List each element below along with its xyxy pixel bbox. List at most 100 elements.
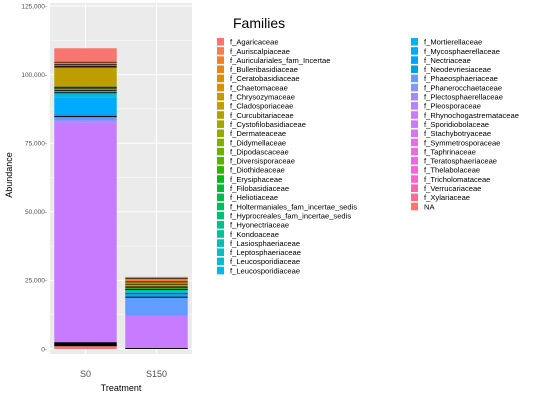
bar-segment — [125, 315, 188, 348]
bar-segment — [125, 278, 188, 280]
legend: f_Agaricaceaef_Auriscalpiaceaef_Auricula… — [217, 38, 519, 275]
legend-label: f_Tricholomataceae — [424, 175, 490, 184]
bar-segment — [125, 286, 188, 288]
bar-segment — [54, 90, 117, 93]
legend-swatch — [411, 138, 418, 147]
legend-label: f_Leucosporidiaceae — [230, 266, 300, 275]
legend-swatch — [411, 175, 418, 183]
legend-label: f_Mycosphaerellaceae — [424, 47, 500, 56]
legend-label: f_Neodevriesiaceae — [424, 65, 491, 74]
legend-label: f_Lasiosphaeriaceae — [230, 239, 300, 248]
legend-swatch — [411, 129, 418, 138]
legend-swatch — [217, 138, 224, 147]
legend-swatch — [217, 184, 224, 192]
y-tick-label: 50,000- — [25, 209, 47, 216]
legend-swatch — [217, 211, 224, 220]
bar-segment — [125, 288, 188, 291]
bar-segment — [54, 346, 117, 349]
legend-swatch — [411, 38, 418, 46]
legend-label: f_Xylariaceae — [424, 193, 470, 202]
legend-swatch — [217, 166, 224, 174]
legend-label: f_Leucosporidiaceae — [230, 257, 300, 266]
bar-segment — [125, 282, 188, 284]
legend-swatch — [217, 92, 224, 101]
legend-label: f_Erysiphaceae — [230, 175, 282, 184]
legend-swatch — [217, 230, 224, 238]
bar-segment — [54, 122, 117, 124]
bar-segment — [125, 347, 188, 349]
legend-label: f_Dermateaceae — [230, 129, 286, 138]
bar-segment — [125, 287, 188, 289]
legend-swatch — [217, 147, 224, 156]
legend-title: Families — [233, 15, 285, 31]
legend-label: f_Rhynochogastremataceae — [424, 111, 519, 120]
legend-swatch — [217, 202, 224, 211]
bar-segment — [125, 296, 188, 298]
legend-swatch — [217, 193, 224, 202]
legend-label: f_Auriscalpiaceae — [230, 47, 290, 56]
legend-label: f_Cystofilobasidiaceae — [230, 120, 306, 129]
legend-swatch — [217, 38, 224, 46]
legend-swatch — [217, 56, 224, 64]
legend-label: f_Diversisporaceae — [230, 157, 295, 166]
legend-swatch — [217, 129, 224, 138]
legend-swatch — [217, 221, 224, 229]
legend-swatch — [411, 184, 418, 192]
legend-label: f_Curcubitariaceae — [230, 111, 294, 120]
legend-swatch — [217, 175, 224, 183]
bar-segment — [54, 113, 117, 117]
legend-label: f_Thelabolaceae — [424, 166, 480, 175]
bar-segment — [125, 284, 188, 287]
y-tick-label: 0- — [41, 346, 47, 353]
legend-label: f_Dipodascaceae — [230, 147, 289, 156]
legend-swatch — [411, 47, 418, 55]
bar-segment — [125, 290, 188, 292]
bar-segment — [125, 293, 188, 295]
bar-segment — [54, 67, 117, 86]
legend-label: NA — [424, 202, 435, 211]
legend-swatch — [217, 239, 224, 247]
legend-label: f_Verrucariaceae — [424, 184, 481, 193]
legend-label: f_Teratosphaeriaceae — [424, 157, 497, 166]
legend-swatch — [411, 102, 418, 110]
legend-swatch — [217, 47, 224, 55]
legend-label: f_Cladosporiaceae — [230, 102, 293, 111]
legend-label: f_Heliotiaceae — [230, 193, 278, 202]
bar-segment — [125, 281, 188, 283]
bar-segment — [125, 297, 188, 316]
legend-swatch — [411, 92, 418, 101]
y-axis-title: Abundance — [4, 152, 14, 198]
bar-segment — [125, 279, 188, 282]
legend-label: f_Nectriaceae — [424, 56, 471, 65]
bar-segment — [125, 294, 188, 297]
legend-swatch — [411, 65, 418, 74]
bar-segment — [54, 66, 117, 68]
legend-label: f_Filobasidiaceae — [230, 184, 289, 193]
legend-label: f_Diothideaceae — [230, 166, 285, 175]
bar-segment — [125, 276, 188, 279]
bar-segment — [54, 97, 117, 114]
legend-swatch — [217, 257, 224, 266]
legend-label: f_Chrysozymaceae — [230, 93, 295, 102]
legend-label: f_Ceratobasidiaceae — [230, 74, 300, 83]
legend-label: f_Phanerocchaetaceae — [424, 83, 502, 92]
legend-label: f_Chaetomaceae — [230, 83, 288, 92]
legend-swatch — [217, 111, 224, 119]
legend-swatch — [411, 111, 418, 119]
bar-segment — [54, 117, 117, 121]
legend-label: f_Hyprocreales_fam_incertae_sedis — [230, 211, 351, 220]
bar-segment — [54, 48, 117, 62]
legend-swatch — [411, 147, 418, 156]
legend-label: f_Phaeosphaeriaceae — [424, 74, 498, 83]
legend-label: f_Plectosphaerellaceae — [424, 93, 503, 102]
legend-swatch — [411, 120, 418, 128]
legend-label: f_Stachybotryaceae — [424, 129, 491, 138]
x-tick-label: S0 — [80, 369, 91, 379]
legend-label: f_Didymellaceae — [230, 138, 286, 147]
bar-segment — [54, 92, 117, 94]
legend-swatch — [217, 83, 224, 92]
bar-segment — [54, 85, 117, 87]
bar-segment — [54, 88, 117, 90]
legend-swatch — [411, 83, 418, 92]
